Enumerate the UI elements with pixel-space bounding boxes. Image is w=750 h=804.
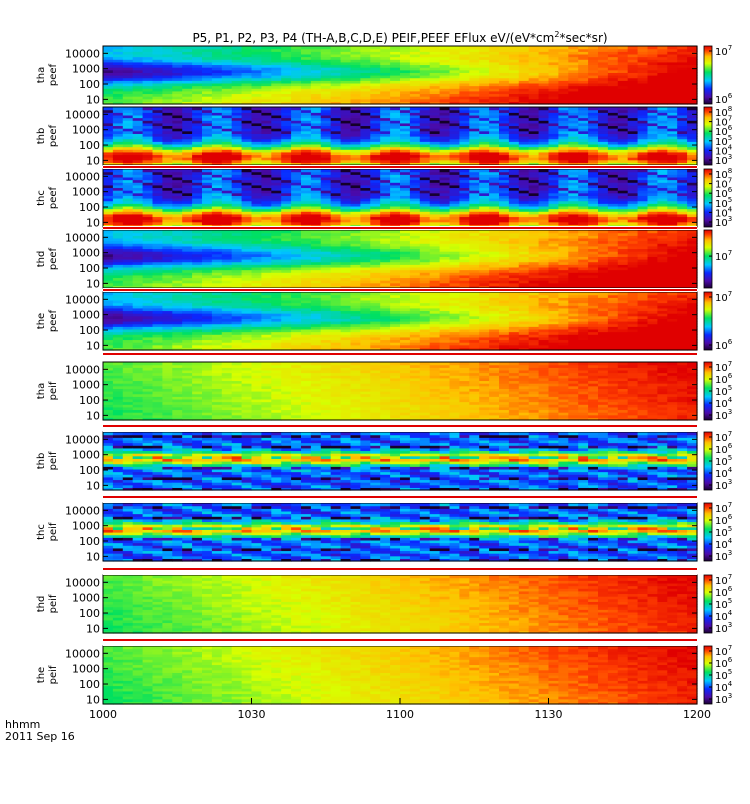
colorbar xyxy=(704,169,712,227)
y-tick-label: 10000 xyxy=(65,108,100,121)
y-tick-label: 1000 xyxy=(72,124,100,137)
y-tick-label: 1000 xyxy=(72,186,100,199)
panel-probe-label: tha xyxy=(36,67,47,83)
panel-probe-label: thc xyxy=(36,190,47,206)
y-tick-label: 10000 xyxy=(65,47,100,60)
y-tick-label: 10 xyxy=(86,154,100,167)
y-tick-label: 10000 xyxy=(65,170,100,183)
y-tick-label: 100 xyxy=(79,139,100,152)
colorbar xyxy=(704,46,712,104)
panel-probe-label: thb xyxy=(36,128,47,145)
y-tick-label: 1000 xyxy=(72,63,100,76)
y-tick-label: 10 xyxy=(86,93,100,106)
panel-product-label: peef xyxy=(48,124,59,147)
colorbar-tick-label: 103 xyxy=(715,215,732,229)
y-tick-label: 10 xyxy=(86,216,100,229)
title-end: *sec*sr) xyxy=(559,31,607,45)
colorbar-tick-label: 106 xyxy=(715,92,733,106)
title-main: P5, P1, P2, P3, P4 (TH-A,B,C,D,E) PEIF,P… xyxy=(192,31,554,45)
colorbar-tick-label: 103 xyxy=(715,153,732,167)
colorbar-tick-label: 107 xyxy=(715,44,732,58)
y-tick-label: 100 xyxy=(79,78,100,91)
colorbar xyxy=(704,107,712,165)
panel-product-label: peef xyxy=(48,186,59,209)
figure-title: P5, P1, P2, P3, P4 (TH-A,B,C,D,E) PEIF,P… xyxy=(192,30,607,45)
y-tick-label: 100 xyxy=(79,201,100,214)
panel-product-label: peef xyxy=(48,63,59,86)
